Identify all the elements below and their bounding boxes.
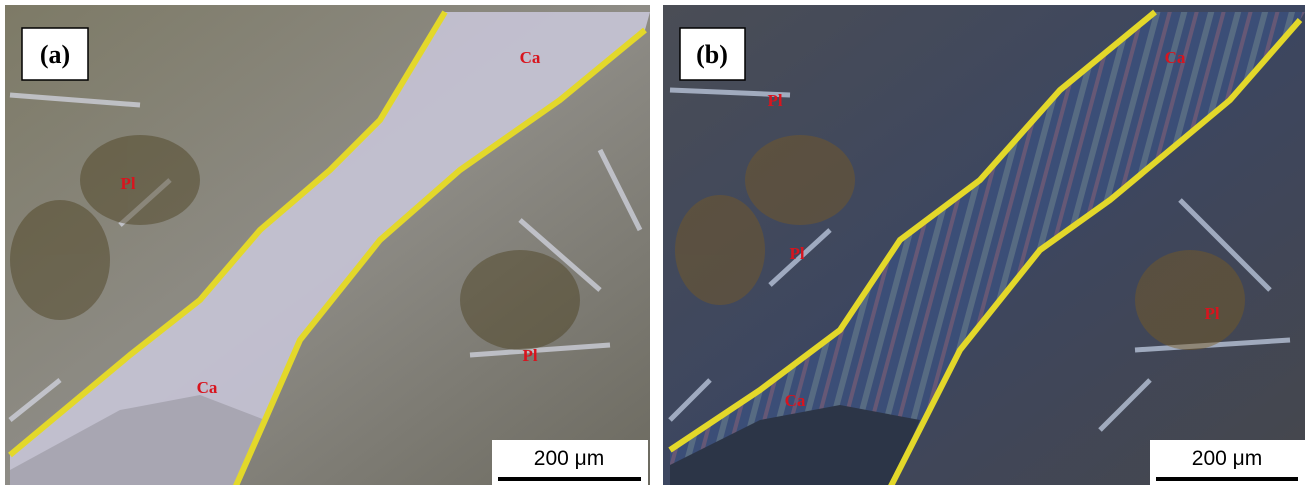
annotation: Ca (520, 48, 541, 67)
micrograph-a (5, 5, 650, 488)
figure: (a) Ca Pl Pl Ca 200 μm (b) Ca Pl Pl Pl C… (0, 0, 1309, 490)
annotation: Ca (197, 378, 218, 397)
annotation: Pl (767, 91, 782, 110)
annotation: Pl (522, 346, 537, 365)
panel-label: (b) (696, 40, 728, 69)
annotation: Pl (789, 244, 804, 263)
annotation: Ca (1165, 48, 1186, 67)
scale-bar-label: 200 μm (534, 447, 604, 470)
annotation: Pl (1204, 304, 1219, 323)
scale-bar-label: 200 μm (1192, 447, 1262, 470)
annotation: Ca (785, 391, 806, 410)
micrograph-b (663, 5, 1305, 488)
panel-label: (a) (40, 40, 70, 69)
annotation: Pl (120, 174, 135, 193)
